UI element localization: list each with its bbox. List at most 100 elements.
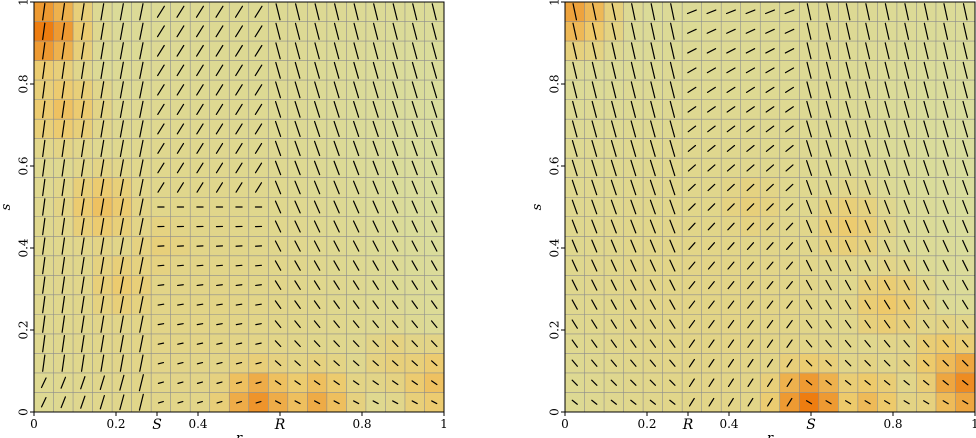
field-segment — [353, 400, 360, 405]
field-segment — [391, 340, 399, 348]
field-segment — [962, 22, 968, 40]
field-segment — [649, 319, 657, 329]
field-segment — [904, 61, 910, 79]
field-segment — [649, 239, 656, 253]
marker-label-s: S — [152, 417, 162, 433]
field-segment — [571, 259, 578, 272]
field-segment — [294, 320, 301, 329]
field-segment — [177, 342, 184, 345]
field-segment — [254, 44, 263, 57]
field-segment — [176, 123, 185, 135]
field-segment — [411, 81, 418, 99]
y-tick-label: 0 — [17, 408, 31, 416]
y-tick-label: 1 — [17, 0, 31, 6]
field-segment — [746, 242, 755, 251]
field-segment — [669, 299, 676, 310]
field-segment — [372, 160, 379, 176]
field-segment — [80, 256, 85, 275]
field-segment — [726, 28, 736, 34]
field-segment — [726, 67, 736, 74]
field-segment — [255, 303, 262, 306]
field-segment — [254, 103, 263, 116]
field-segment — [100, 198, 105, 216]
field-segment — [687, 86, 697, 93]
field-segment — [962, 100, 969, 118]
field-segment — [687, 106, 697, 113]
field-segment — [942, 400, 949, 405]
field-segment — [255, 284, 262, 287]
field-segment — [313, 120, 321, 137]
field-segment — [42, 334, 46, 353]
field-segment — [746, 203, 755, 211]
field-segment — [825, 61, 832, 79]
field-segment — [591, 339, 598, 348]
field-segment — [313, 320, 321, 329]
field-segment — [943, 42, 949, 60]
field-segment — [825, 140, 832, 157]
field-segment — [611, 42, 617, 60]
field-segment — [728, 397, 734, 407]
field-segment — [747, 397, 754, 407]
field-segment — [352, 380, 360, 386]
field-segment — [352, 340, 360, 348]
field-segment — [669, 359, 676, 367]
field-segment — [706, 48, 717, 54]
field-segment — [903, 400, 910, 405]
field-segment — [572, 22, 578, 40]
field-segment — [333, 120, 340, 137]
field-segment — [884, 199, 891, 215]
field-segment — [177, 303, 184, 306]
field-segment — [669, 319, 676, 329]
field-segment — [391, 260, 399, 271]
field-segment — [825, 339, 832, 348]
field-segment — [630, 199, 637, 215]
field-segment — [630, 179, 637, 196]
y-tick-label: 0 — [548, 408, 562, 416]
field-segment — [903, 160, 910, 176]
field-segment — [630, 139, 637, 157]
field-segment — [864, 279, 871, 291]
field-segment — [923, 140, 930, 157]
field-segment — [942, 179, 949, 195]
field-segment — [119, 61, 124, 80]
field-segment — [962, 299, 969, 310]
field-segment — [785, 164, 794, 172]
field-segment — [943, 61, 949, 79]
field-segment — [707, 183, 716, 192]
field-segment — [669, 199, 676, 215]
field-segment — [727, 280, 735, 290]
plot-frame — [33, 1, 445, 413]
field-segment — [235, 264, 243, 267]
field-segment — [196, 381, 204, 384]
field-segment — [412, 3, 418, 21]
field-segment — [785, 125, 794, 133]
field-segment — [275, 81, 282, 99]
field-segment — [333, 300, 340, 309]
field-segment — [845, 81, 851, 99]
field-segment — [119, 22, 124, 40]
field-segment — [176, 84, 185, 96]
field-segment — [571, 319, 578, 329]
field-segment — [961, 339, 969, 348]
field-segment — [372, 300, 379, 309]
field-segment — [630, 259, 637, 272]
field-segment — [669, 239, 676, 253]
field-segment — [215, 64, 224, 77]
field-segment — [649, 179, 656, 196]
field-segment — [765, 48, 775, 54]
field-segment — [294, 260, 301, 271]
field-segment — [215, 103, 224, 116]
field-segment — [765, 9, 775, 15]
field-segment — [353, 140, 360, 157]
marker-label-s: S — [806, 417, 816, 433]
field-segment — [275, 3, 281, 21]
field-segment — [825, 120, 832, 138]
field-segment — [806, 61, 812, 79]
field-segment — [727, 358, 735, 368]
field-segment — [942, 259, 949, 272]
field-segment — [610, 199, 617, 215]
y-tick-label: 0.8 — [17, 74, 31, 93]
field-segment — [392, 180, 399, 195]
field-segment — [864, 199, 871, 215]
field-segment — [196, 64, 204, 77]
